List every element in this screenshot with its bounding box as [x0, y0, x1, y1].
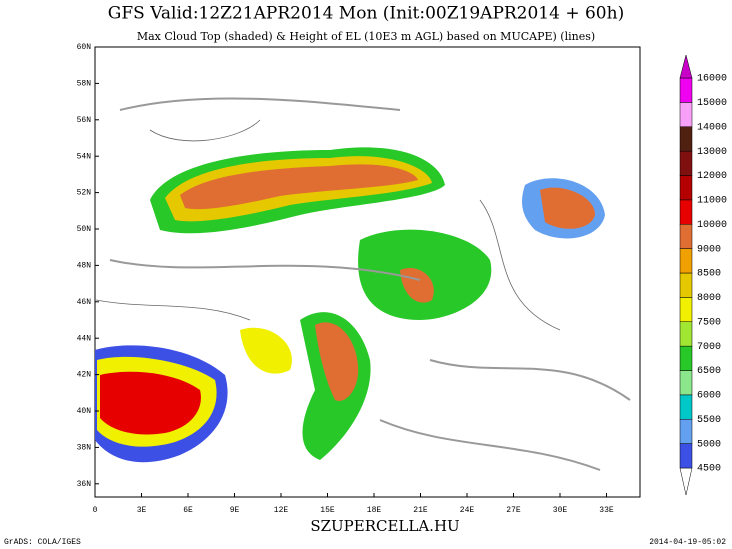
colorbar-swatch [679, 224, 693, 249]
lon-label: 0 [93, 506, 98, 515]
colorbar-swatch [679, 370, 693, 396]
lat-label: 48N [77, 262, 92, 271]
footer-center: SZUPERCELLA.HU [310, 517, 459, 535]
lat-label: 36N [77, 480, 92, 489]
contour [109, 97, 631, 471]
lon-label: 33E [599, 506, 614, 515]
colorbar-swatch [679, 272, 693, 298]
colorbar-label: 10000 [697, 220, 727, 231]
lon-label: 18E [367, 506, 382, 515]
colorbar-triangle [679, 54, 693, 79]
colorbar-label: 6500 [697, 366, 721, 377]
colorbar-swatch [679, 199, 693, 225]
colorbar-label: 14000 [697, 122, 727, 133]
colorbar-label: 8000 [697, 293, 721, 304]
map-area [94, 46, 641, 498]
colorbar-label: 5500 [697, 415, 721, 426]
lat-label: 38N [77, 444, 92, 453]
lat-label: 60N [77, 43, 92, 52]
colorbar-swatch [679, 394, 693, 420]
colorbar-label: 8500 [697, 269, 721, 280]
title: GFS Valid:12Z21APR2014 Mon (Init:00Z19AP… [108, 4, 624, 24]
colorbar-swatch [679, 443, 693, 469]
blob [180, 164, 418, 210]
colorbar-label: 16000 [697, 74, 727, 85]
colorbar-swatch [679, 126, 693, 152]
colorbar-swatch [679, 297, 693, 322]
lat-label: 50N [77, 225, 92, 234]
colorbar-label: 9000 [697, 244, 721, 255]
lat-label: 42N [77, 371, 92, 380]
colorbar-label: 12000 [697, 171, 727, 182]
colorbar-swatch [679, 102, 693, 127]
lon-label: 27E [506, 506, 521, 515]
colorbar-swatch [679, 150, 693, 176]
lat-label: 58N [77, 80, 92, 89]
blob [315, 322, 359, 401]
colorbar-label: 4500 [697, 464, 721, 475]
colorbar-label: 15000 [697, 98, 727, 109]
colorbar-label: 5000 [697, 439, 721, 450]
blob [100, 371, 201, 435]
blob [540, 187, 595, 229]
lon-label: 21E [413, 506, 428, 515]
colorbar-swatch [679, 175, 693, 201]
lon-label: 30E [553, 506, 568, 515]
lat-label: 46N [77, 298, 92, 307]
footer-left: GrADS: COLA/IGES [4, 538, 81, 547]
lon-label: 24E [460, 506, 475, 515]
subtitle: Max Cloud Top (shaded) & Height of EL (1… [137, 30, 595, 43]
lon-label: 9E [230, 506, 240, 515]
colorbar-swatch [679, 321, 693, 347]
colorbar-swatch [679, 248, 693, 274]
colorbar-label: 11000 [697, 196, 727, 207]
colorbar-label: 6000 [697, 391, 721, 402]
lat-label: 52N [77, 189, 92, 198]
lat-label: 44N [77, 334, 92, 343]
lon-label: 12E [274, 506, 289, 515]
coastline [95, 119, 561, 331]
colorbar-swatch [679, 77, 693, 103]
lat-label: 40N [77, 407, 92, 416]
lat-label: 54N [77, 152, 92, 161]
colorbar-swatch [679, 345, 693, 371]
footer-right: 2014-04-19-05:02 [649, 538, 726, 547]
colorbar-label: 7000 [697, 342, 721, 353]
shading [95, 97, 631, 471]
colorbar-triangle [679, 467, 693, 496]
blob [240, 327, 292, 374]
colorbar-label: 13000 [697, 147, 727, 158]
lon-label: 3E [137, 506, 147, 515]
lon-label: 15E [320, 506, 335, 515]
colorbar-label: 7500 [697, 317, 721, 328]
lat-label: 56N [77, 116, 92, 125]
colorbar-swatch [679, 419, 693, 444]
lon-label: 6E [183, 506, 193, 515]
